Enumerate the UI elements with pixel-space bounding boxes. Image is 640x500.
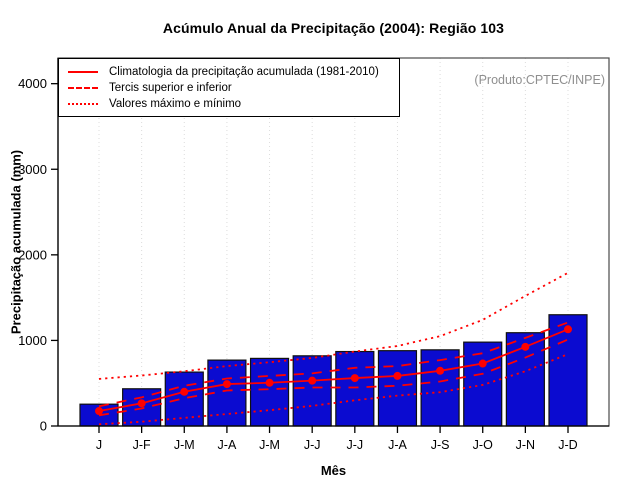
x-tick-label: J-M: [174, 438, 195, 452]
x-tick-label: J-D: [558, 438, 577, 452]
bar-J-J: [335, 350, 375, 427]
y-axis-title: Precipitação acumulada (mm): [8, 149, 24, 335]
climatology-marker: [521, 342, 530, 351]
x-axis-title: Mês: [320, 463, 347, 478]
dotted-series-line: [98, 272, 569, 380]
y-tick-label: 4000: [18, 76, 47, 91]
x-tick-label: J-O: [473, 438, 493, 452]
legend-item-terciles: Tercis superior e inferior: [68, 80, 391, 96]
bar-J-M: [164, 371, 204, 427]
legend-label: Valores máximo e mínimo: [109, 98, 242, 110]
x-tick-label: J-J: [346, 438, 363, 452]
x-tick-label: J-N: [516, 438, 535, 452]
chart-title: Acúmulo Anual da Precipitação (2004): Re…: [162, 20, 505, 36]
climatology-marker: [436, 366, 445, 375]
legend-label: Climatologia da precipitação acumulada (…: [109, 66, 379, 78]
climatology-marker: [95, 407, 103, 416]
climatology-marker: [180, 387, 189, 396]
solid-series-line: [98, 328, 569, 412]
bar-J-A: [377, 350, 418, 427]
dashed-line-icon: [68, 87, 98, 89]
x-tick-label: J: [96, 438, 102, 452]
solid-line-icon: [68, 71, 98, 73]
climatology-marker: [265, 378, 274, 387]
y-tick-label: 2000: [18, 247, 47, 262]
climatology-marker: [478, 359, 487, 368]
y-tick-label: 3000: [18, 162, 47, 177]
legend-label: Tercis superior e inferior: [109, 82, 232, 94]
dashed-series-line: [98, 338, 569, 417]
y-tick-label: 0: [40, 419, 47, 434]
climatology-marker: [222, 380, 231, 389]
source-annotation: (Produto:CPTEC/INPE): [474, 73, 605, 87]
x-tick-label: J-M: [259, 438, 280, 452]
climatology-marker: [308, 376, 317, 385]
climatology-marker: [350, 374, 359, 383]
x-tick-label: J-A: [218, 438, 237, 452]
x-tick-label: J-F: [133, 438, 151, 452]
legend-item-max-min: Valores máximo e mínimo: [68, 96, 391, 112]
legend-item-climatology: Climatologia da precipitação acumulada (…: [68, 64, 391, 80]
x-tick-label: J-J: [304, 438, 321, 452]
bar-J-J: [292, 355, 332, 427]
y-tick-label: 1000: [18, 333, 47, 348]
x-tick-label: J-S: [431, 438, 450, 452]
climatology-marker: [393, 371, 402, 380]
climatology-marker: [137, 399, 146, 408]
dashed-series-line: [98, 321, 569, 408]
x-tick-label: J-A: [388, 438, 407, 452]
bar-J-M: [249, 357, 290, 427]
dotted-line-icon: [68, 103, 98, 105]
climatology-marker: [564, 325, 572, 334]
chart-legend: Climatologia da precipitação acumulada (…: [58, 58, 400, 117]
